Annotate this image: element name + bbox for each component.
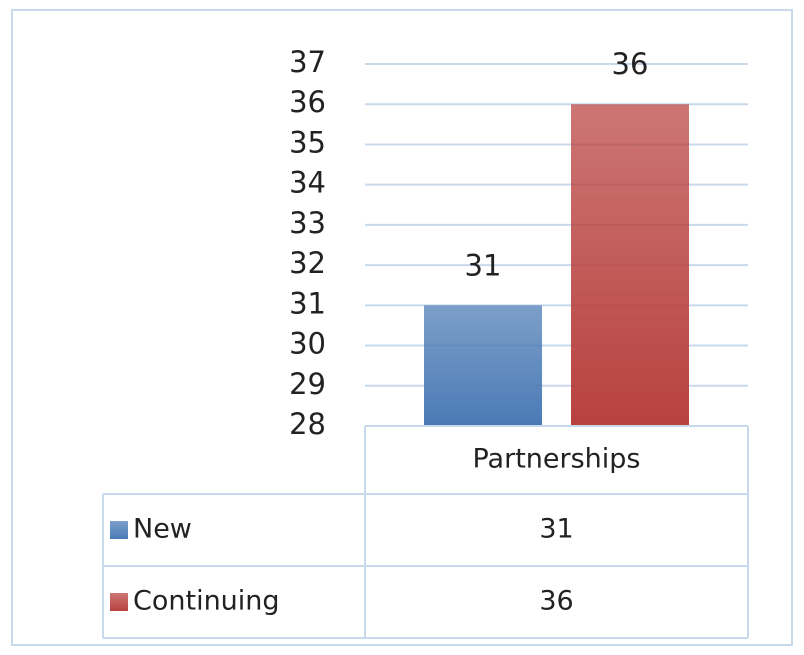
bar (424, 305, 542, 426)
y-tick-label: 30 (289, 327, 326, 361)
y-tick-label: 28 (289, 407, 326, 441)
y-tick-label: 31 (289, 286, 326, 320)
y-tick-label: 35 (289, 125, 326, 159)
y-tick-label: 32 (289, 246, 326, 280)
y-tick-label: 29 (289, 367, 326, 401)
legend-swatch (110, 593, 128, 611)
data-label: 36 (612, 47, 649, 81)
table-value: 36 (539, 586, 573, 617)
y-tick-label: 34 (289, 166, 326, 200)
legend-label: Continuing (133, 586, 280, 617)
legend-swatch (110, 521, 128, 539)
data-label: 31 (465, 248, 502, 282)
table-header: Partnerships (472, 444, 640, 475)
y-tick-label: 33 (289, 206, 326, 240)
y-tick-label: 37 (289, 45, 326, 79)
table-value: 31 (539, 514, 573, 545)
y-tick-label: 36 (289, 85, 326, 119)
legend-label: New (133, 514, 192, 545)
bar (571, 104, 689, 426)
